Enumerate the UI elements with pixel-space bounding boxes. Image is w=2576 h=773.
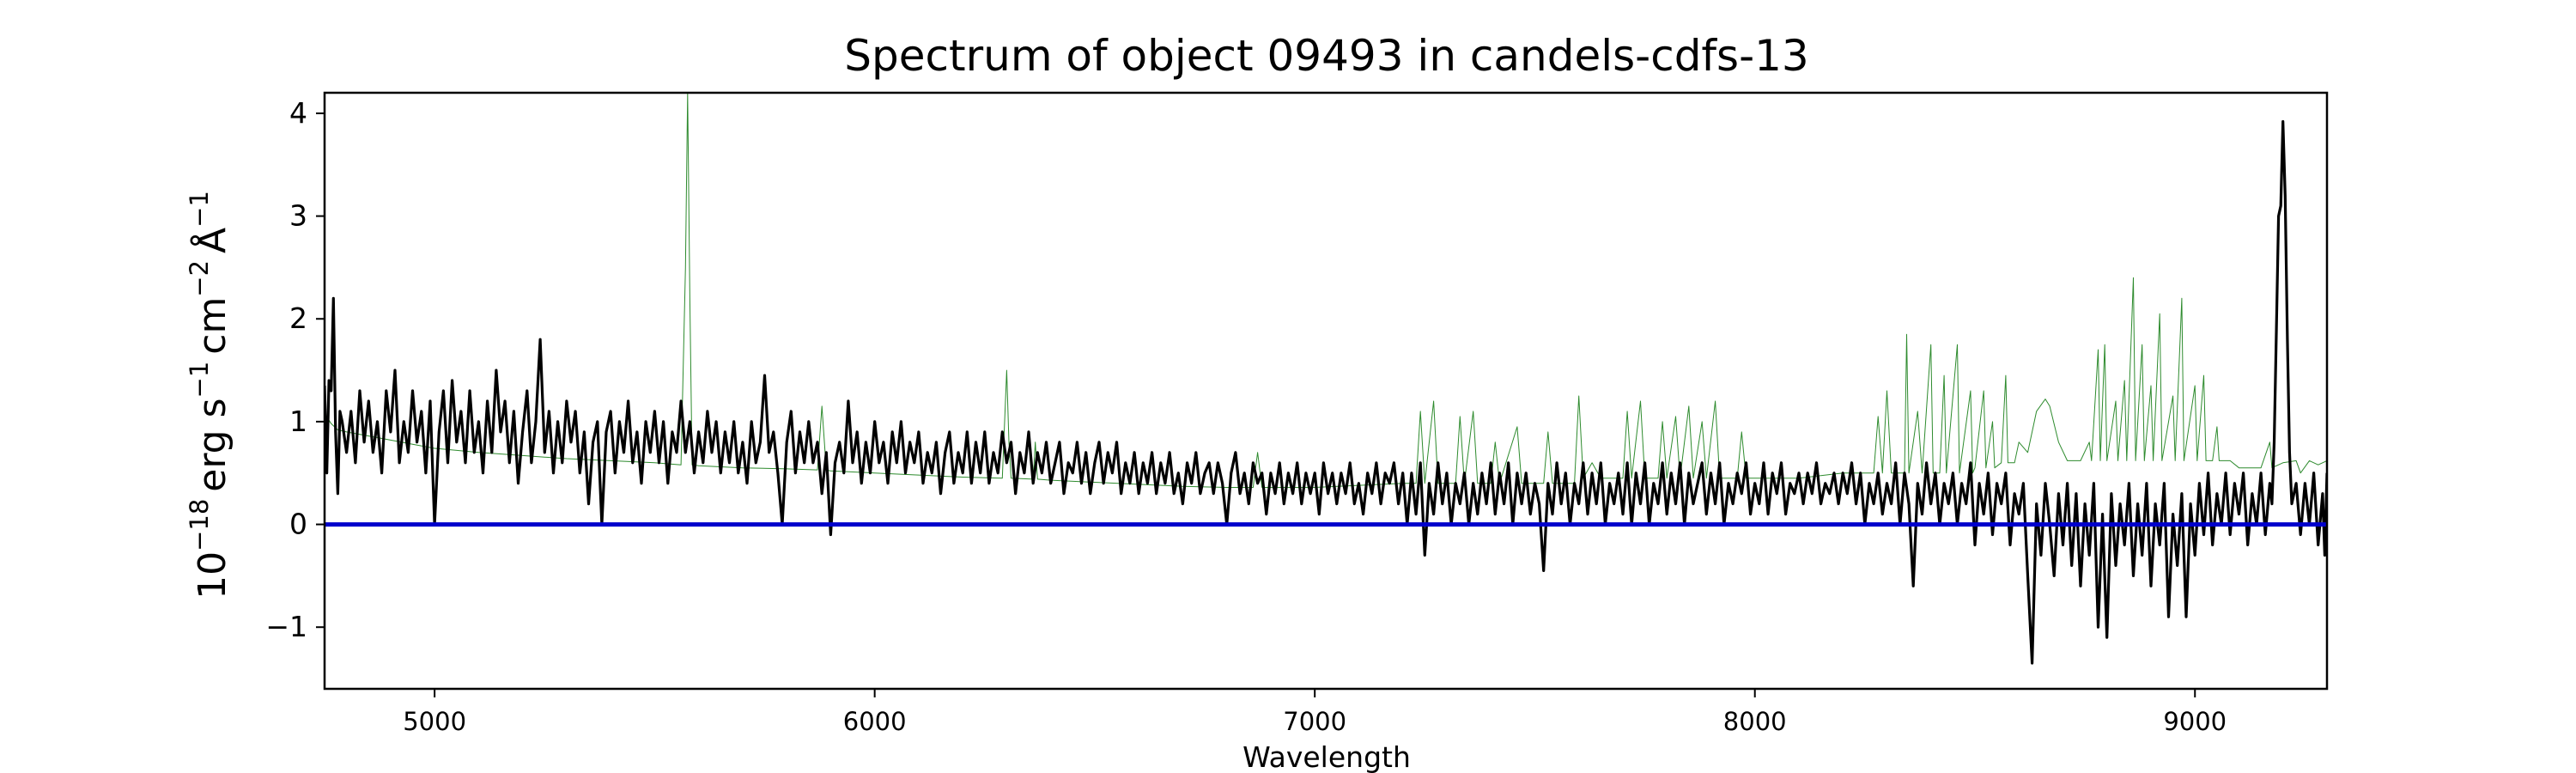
y-axis-ticks: −1 0 1 2 3 4 — [265, 96, 325, 643]
x-tick-label: 5000 — [403, 707, 466, 736]
y-tick-label: −1 — [265, 610, 307, 643]
y-tick-label: 3 — [289, 199, 307, 233]
y-tick-label: 0 — [289, 508, 307, 541]
series-observed — [325, 119, 2327, 665]
series-model — [325, 93, 2327, 488]
y-label-exp: −18 — [185, 499, 214, 551]
plot-frame — [323, 91, 2329, 691]
y-tick-label: 2 — [289, 301, 307, 335]
y-label-unit-2: cm — [191, 297, 234, 355]
y-axis-label: 10−18erg s−1cm−2Å−1 — [185, 191, 234, 600]
x-tick-label: 7000 — [1283, 707, 1346, 736]
y-label-unit-1: erg s — [191, 398, 234, 491]
y-label-exp-2: −2 — [185, 260, 214, 297]
y-tick-label: 4 — [289, 96, 307, 130]
x-tick-label: 9000 — [2163, 707, 2227, 736]
y-label-exp-3: −1 — [185, 191, 214, 228]
y-label-unit-3: Å — [189, 228, 234, 253]
x-axis-label: Wavelength — [1242, 740, 1411, 773]
x-axis-ticks: 5000 6000 7000 8000 9000 — [403, 689, 2227, 736]
y-label-exp-1: −1 — [185, 362, 214, 399]
chart-title: Spectrum of object 09493 in candels-cdfs… — [844, 31, 1809, 81]
x-tick-label: 6000 — [843, 707, 907, 736]
y-tick-label: 1 — [289, 405, 307, 438]
plot-area — [325, 93, 2327, 665]
y-label-base: 10 — [191, 551, 234, 600]
x-tick-label: 8000 — [1723, 707, 1787, 736]
